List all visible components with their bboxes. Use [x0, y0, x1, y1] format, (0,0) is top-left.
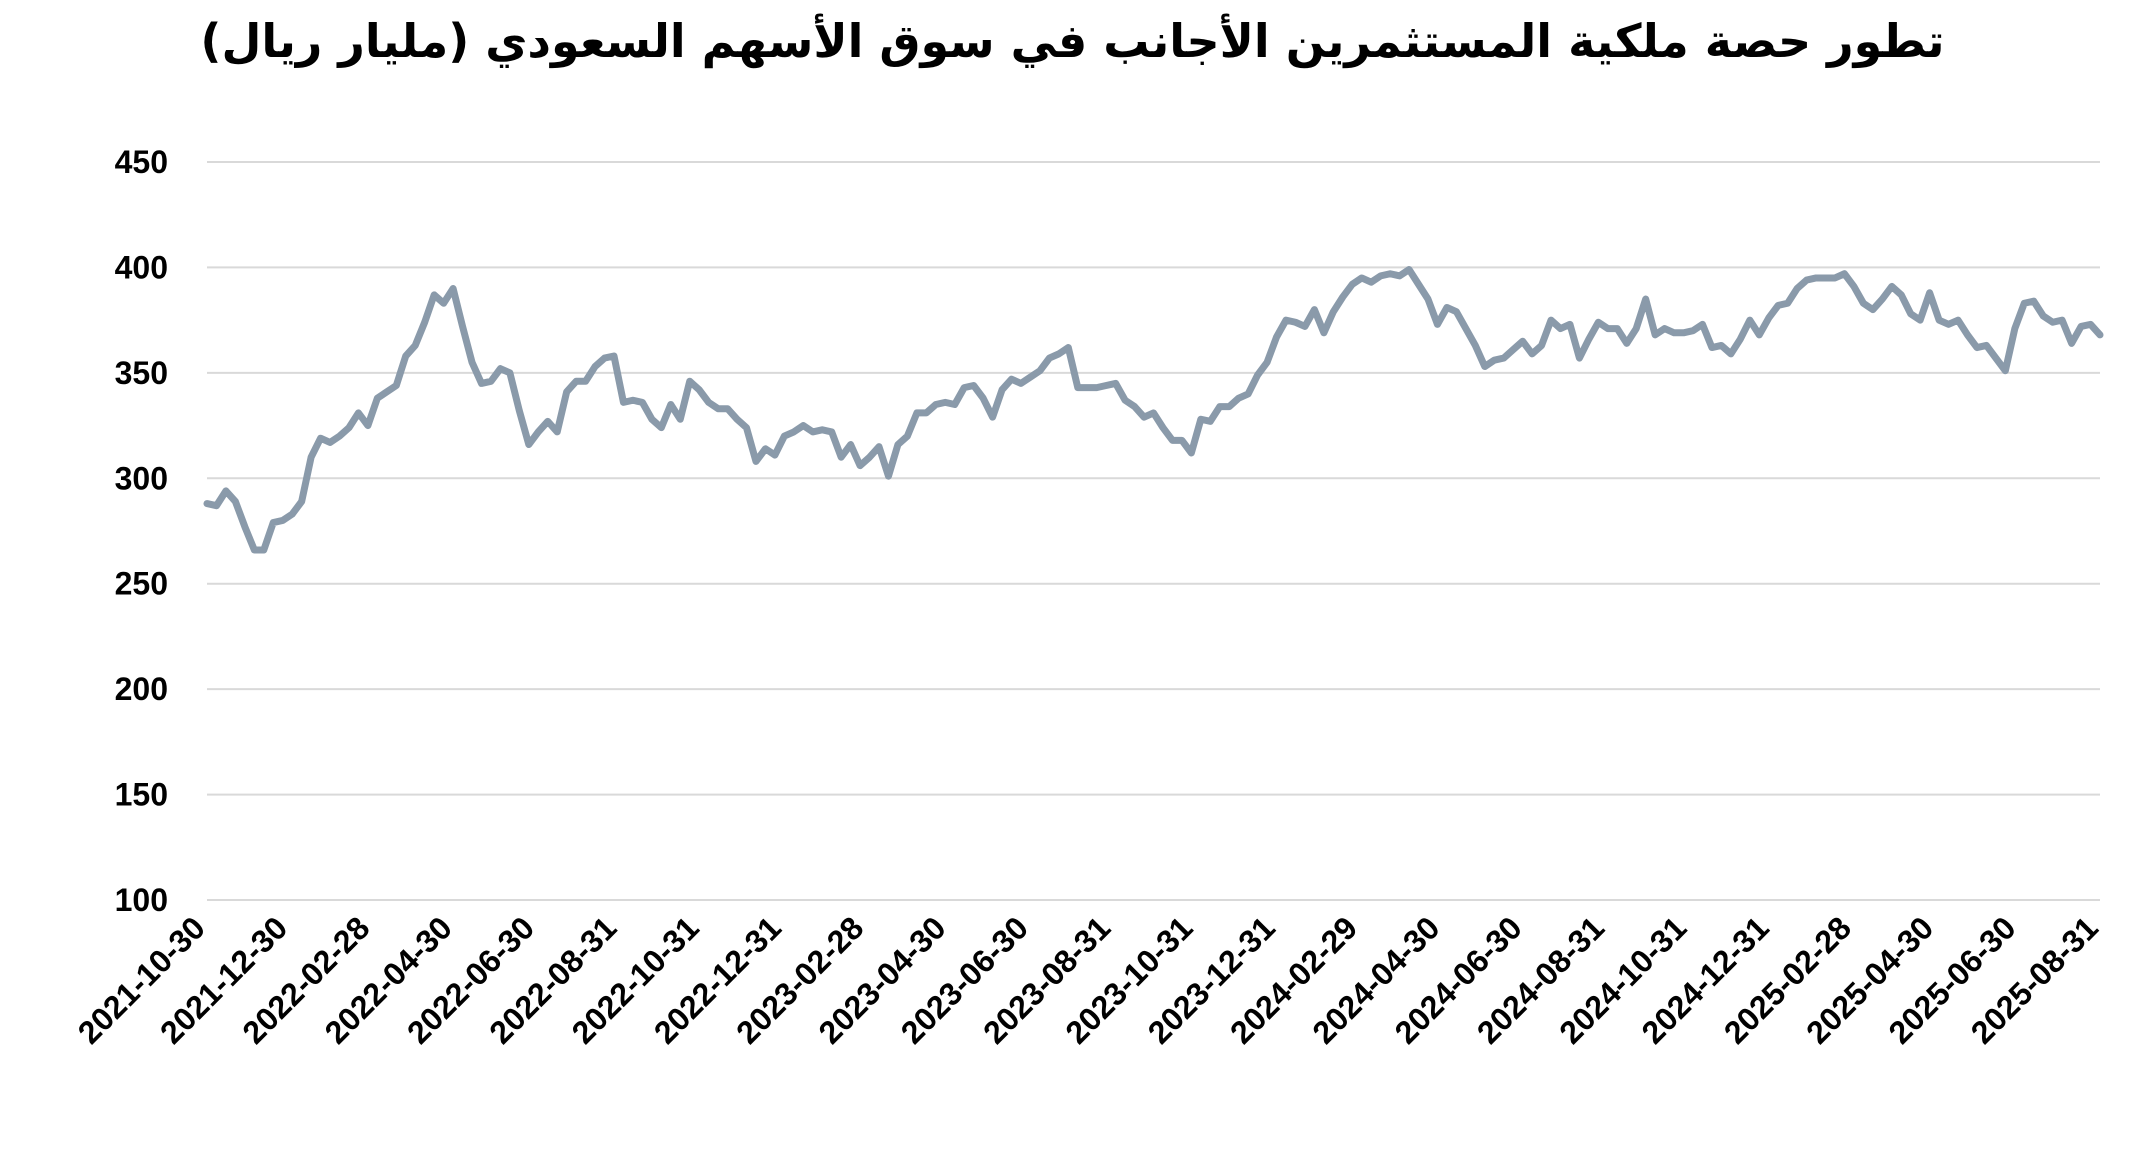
y-tick-label: 300 — [115, 460, 168, 496]
y-tick-label: 350 — [115, 355, 168, 391]
y-axis-tick-labels: 100 150 200 250 300 350 400 450 — [115, 144, 168, 918]
y-tick-label: 150 — [115, 777, 168, 813]
x-axis-tick-labels: 2021-10-302021-12-302022-02-282022-04-30… — [71, 909, 2105, 1050]
gridlines — [207, 161, 2100, 901]
y-tick-label: 200 — [115, 671, 168, 707]
series-line-0 — [203, 266, 2104, 554]
chart-title: تطور حصة ملكية المستثمرين الأجانب في سوق… — [200, 14, 1945, 68]
y-tick-label: 400 — [115, 249, 168, 285]
y-tick-label: 250 — [115, 566, 168, 602]
series-layer — [203, 266, 2104, 554]
y-tick-label: 100 — [115, 882, 168, 918]
y-tick-label: 450 — [115, 144, 168, 180]
